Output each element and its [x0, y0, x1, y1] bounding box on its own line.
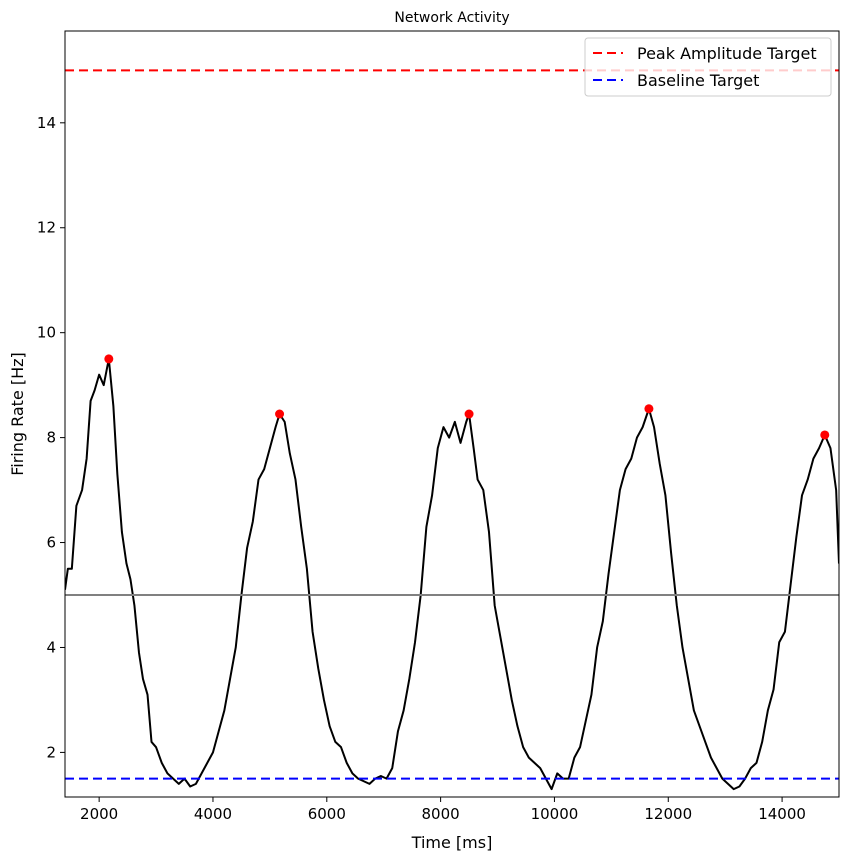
plot-area: [65, 69, 839, 791]
y-tick-label: 2: [46, 743, 56, 761]
x-tick-label: 8000: [422, 805, 460, 823]
legend-label-baseline-target: Baseline Target: [637, 71, 759, 90]
legend-box: [584, 37, 832, 97]
y-tick-label: 4: [46, 638, 56, 656]
plot-frame: [64, 30, 840, 798]
chart-title: Network Activity: [394, 10, 509, 26]
x-tick-label: 2000: [80, 805, 118, 823]
peak-marker: [644, 404, 654, 414]
peak-marker: [104, 354, 114, 364]
peak-marker: [275, 409, 285, 419]
y-tick-label: 6: [46, 534, 56, 552]
firing-rate-line: [65, 357, 839, 791]
legend: Peak Amplitude Target Baseline Target: [584, 37, 832, 97]
x-tick-label: 4000: [194, 805, 232, 823]
x-tick-label: 12000: [644, 805, 692, 823]
x-tick-label: 14000: [758, 805, 806, 823]
y-tick-label: 8: [46, 429, 56, 447]
y-axis: 2 4 6 8 10 12 14: [37, 114, 65, 761]
x-axis: 2000 4000 6000 8000 10000 12000 14000: [80, 797, 806, 823]
y-axis-label: Firing Rate [Hz]: [8, 352, 27, 476]
x-tick-label: 6000: [308, 805, 346, 823]
y-tick-label: 14: [37, 114, 56, 132]
legend-label-peak-amplitude-target: Peak Amplitude Target: [637, 44, 817, 63]
y-tick-label: 12: [37, 219, 56, 237]
x-axis-label: Time [ms]: [411, 833, 493, 852]
peak-marker: [464, 409, 474, 419]
y-tick-label: 10: [37, 324, 56, 342]
peak-marker: [820, 430, 830, 440]
x-tick-label: 10000: [531, 805, 579, 823]
